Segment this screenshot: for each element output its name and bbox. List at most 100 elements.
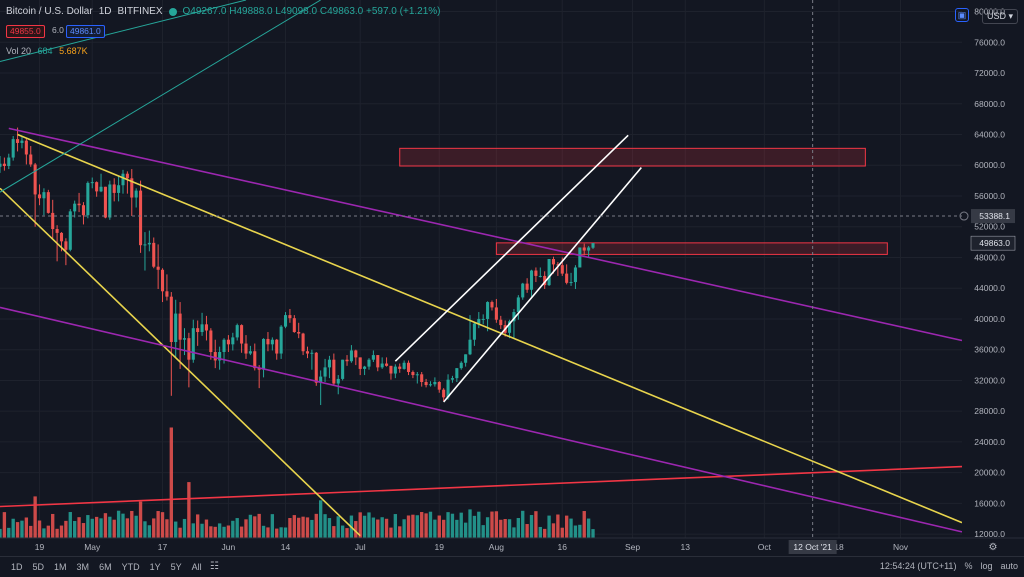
date-range-icon[interactable]: ☷ — [210, 561, 219, 572]
volume-bar — [275, 528, 279, 538]
volume-bar — [266, 527, 270, 538]
candle-body — [283, 315, 288, 327]
price-tick-label: 48000.0 — [974, 252, 1005, 262]
timeframe-1m[interactable]: 1M — [54, 562, 67, 572]
volume-bar — [68, 512, 72, 538]
timeframe-1d[interactable]: 1D — [11, 562, 23, 572]
volume-bar — [450, 513, 455, 538]
candle-body — [152, 242, 156, 267]
purple-channel-upper — [8, 127, 963, 342]
volume-bar — [323, 514, 327, 538]
volume-label: Vol 20 — [6, 46, 32, 56]
time-tick-label: Aug — [489, 542, 504, 552]
candle-body — [327, 359, 331, 368]
settings-icon[interactable]: ⚙ — [989, 542, 998, 553]
candle-body — [191, 328, 195, 360]
volume-bar — [433, 519, 437, 538]
candle-body — [406, 362, 411, 372]
candle-body — [59, 232, 64, 242]
interval-label[interactable]: 1D — [98, 6, 112, 17]
volume-bar — [336, 516, 340, 538]
volume-bar — [292, 515, 296, 538]
volume-bar — [389, 527, 393, 538]
volume-bar — [499, 519, 503, 538]
bottom-right-controls: 12:54:24 (UTC+11) % log auto — [880, 561, 1018, 571]
candle-body — [349, 350, 353, 362]
price-tick-label: 72000.0 — [974, 68, 1005, 78]
sell-button[interactable]: 49855.0 — [6, 25, 45, 38]
candle-body — [591, 243, 595, 248]
volume-bar — [121, 513, 125, 538]
candle-body — [376, 355, 380, 368]
volume-bar — [301, 516, 305, 538]
volume-bar — [424, 513, 428, 538]
candle-body — [464, 354, 468, 363]
candle-body — [398, 366, 402, 369]
candle-body — [121, 173, 125, 186]
timeframe-6m[interactable]: 6M — [99, 562, 112, 572]
candle-body — [169, 296, 173, 343]
candle-body — [279, 326, 283, 354]
volume-bar — [143, 521, 147, 538]
crosshair-date-tag — [788, 540, 837, 554]
price-tick-label: 80000.0 — [974, 7, 1005, 17]
candle-body — [29, 154, 33, 165]
volume-bar — [55, 528, 59, 538]
candle-body — [494, 307, 498, 320]
log-toggle[interactable]: log — [980, 561, 993, 571]
volume-bar — [437, 515, 441, 538]
volume-bar — [81, 523, 86, 538]
price-tick-label: 44000.0 — [974, 283, 1005, 293]
timeframe-1y[interactable]: 1Y — [149, 562, 161, 572]
price-tick-label: 52000.0 — [974, 222, 1005, 232]
volume-bar — [393, 514, 398, 538]
percent-toggle[interactable]: % — [964, 561, 973, 571]
volume-bar — [226, 525, 231, 538]
time-axis-bg — [0, 538, 1024, 556]
candle-body — [235, 325, 239, 338]
candle-body — [270, 339, 274, 345]
volume-bar — [547, 515, 551, 538]
time-tick-label: 14 — [281, 542, 291, 552]
candle-body — [55, 229, 59, 233]
purple-channel-lower — [0, 306, 963, 533]
timeframe-5d[interactable]: 5D — [32, 562, 45, 572]
volume-bar — [376, 519, 380, 538]
candle-body — [565, 273, 569, 283]
currency-dropdown[interactable]: USD ▾ — [982, 9, 1019, 24]
volume-bar — [33, 496, 37, 538]
volume-bar — [191, 523, 195, 538]
candle-body — [213, 352, 217, 361]
currency-label: USD — [987, 11, 1007, 21]
volume-bar — [283, 527, 288, 538]
candle-body — [415, 374, 419, 376]
price-tick-label: 28000.0 — [974, 406, 1005, 416]
candle-body — [450, 378, 454, 380]
auto-toggle[interactable]: auto — [1000, 561, 1018, 571]
volume-bar — [231, 520, 235, 538]
camera-icon[interactable]: ▣ — [955, 8, 969, 22]
symbol-name[interactable]: Bitcoin / U.S. Dollar — [6, 6, 93, 17]
candle-body — [117, 185, 121, 193]
volume-bar — [130, 510, 134, 538]
candle-body — [345, 359, 349, 362]
timeframe-3m[interactable]: 3M — [76, 562, 90, 572]
price-tick-label: 60000.0 — [974, 160, 1005, 170]
volume-bar — [591, 529, 595, 538]
timeframe-ytd[interactable]: YTD — [121, 562, 140, 572]
volume-bar — [560, 527, 564, 538]
crosshair-price-tag — [971, 209, 1015, 224]
volume-legend[interactable]: Vol 20 684 5.687K — [6, 46, 88, 56]
buy-button[interactable]: 49861.0 — [66, 25, 105, 38]
volume-bar — [384, 518, 389, 538]
volume-bar — [534, 511, 538, 538]
timeframe-all[interactable]: All — [191, 562, 202, 572]
volume-ma: 5.687K — [59, 46, 88, 56]
clock-readout[interactable]: 12:54:24 (UTC+11) — [879, 561, 957, 571]
candle-body — [543, 275, 547, 286]
volume-bar — [244, 519, 248, 538]
timeframe-5y[interactable]: 5Y — [170, 562, 182, 572]
candle-body — [389, 365, 393, 374]
